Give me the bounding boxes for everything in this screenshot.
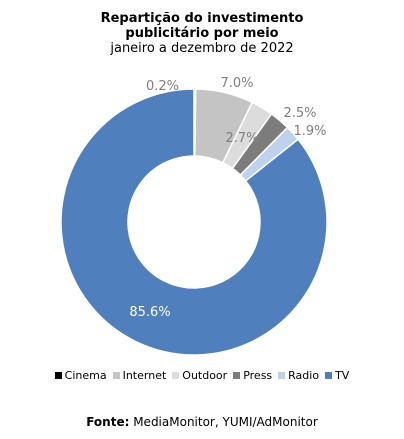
legend-item-outdoor: Outdoor [172,369,227,382]
chart-title-line-1: Repartição do investimento [100,11,304,26]
legend-item-radio: Radio [278,369,319,382]
source-label: Fonte: [86,415,130,429]
legend-swatch-outdoor [172,372,180,379]
chart-title-block: Repartição do investimento publicitário … [0,11,404,56]
legend-label-internet: Internet [122,369,167,382]
legend-swatch-internet [112,372,120,379]
data-label-internet: 7.0% [220,76,253,91]
legend-swatch-tv [325,372,333,379]
legend-label-press: Press [243,369,273,382]
data-label-tv: 85.6% [129,305,170,320]
legend-item-tv: TV [325,369,349,382]
legend-swatch-radio [278,372,286,379]
legend-item-internet: Internet [112,369,167,382]
legend-label-tv: TV [335,369,350,382]
legend-item-cinema: Cinema [54,369,107,382]
data-label-radio: 1.9% [293,124,326,139]
chart-subtitle: janeiro a dezembro de 2022 [110,41,294,56]
source-note: Fonte: MediaMonitor, YUMI/AdMonitor [0,415,404,429]
source-text: MediaMonitor, YUMI/AdMonitor [133,415,318,429]
data-label-press: 2.5% [283,106,316,121]
legend-swatch-press [233,372,241,379]
legend-item-press: Press [233,369,272,382]
legend-swatch-cinema [54,372,62,379]
chart-title-line-2: publicitário por meio [125,26,279,41]
legend-label-cinema: Cinema [64,369,107,382]
data-label-outdoor: 2.7% [225,131,258,146]
legend-label-outdoor: Outdoor [182,369,228,382]
chart-legend: Cinema Internet Outdoor Press Radio TV [0,369,404,382]
slice-tv [60,88,328,356]
donut-chart: 0.2% 7.0% 2.7% 2.5% 1.9% 85.6% [60,76,328,356]
legend-label-radio: Radio [288,369,320,382]
data-label-cinema: 0.2% [146,79,179,94]
